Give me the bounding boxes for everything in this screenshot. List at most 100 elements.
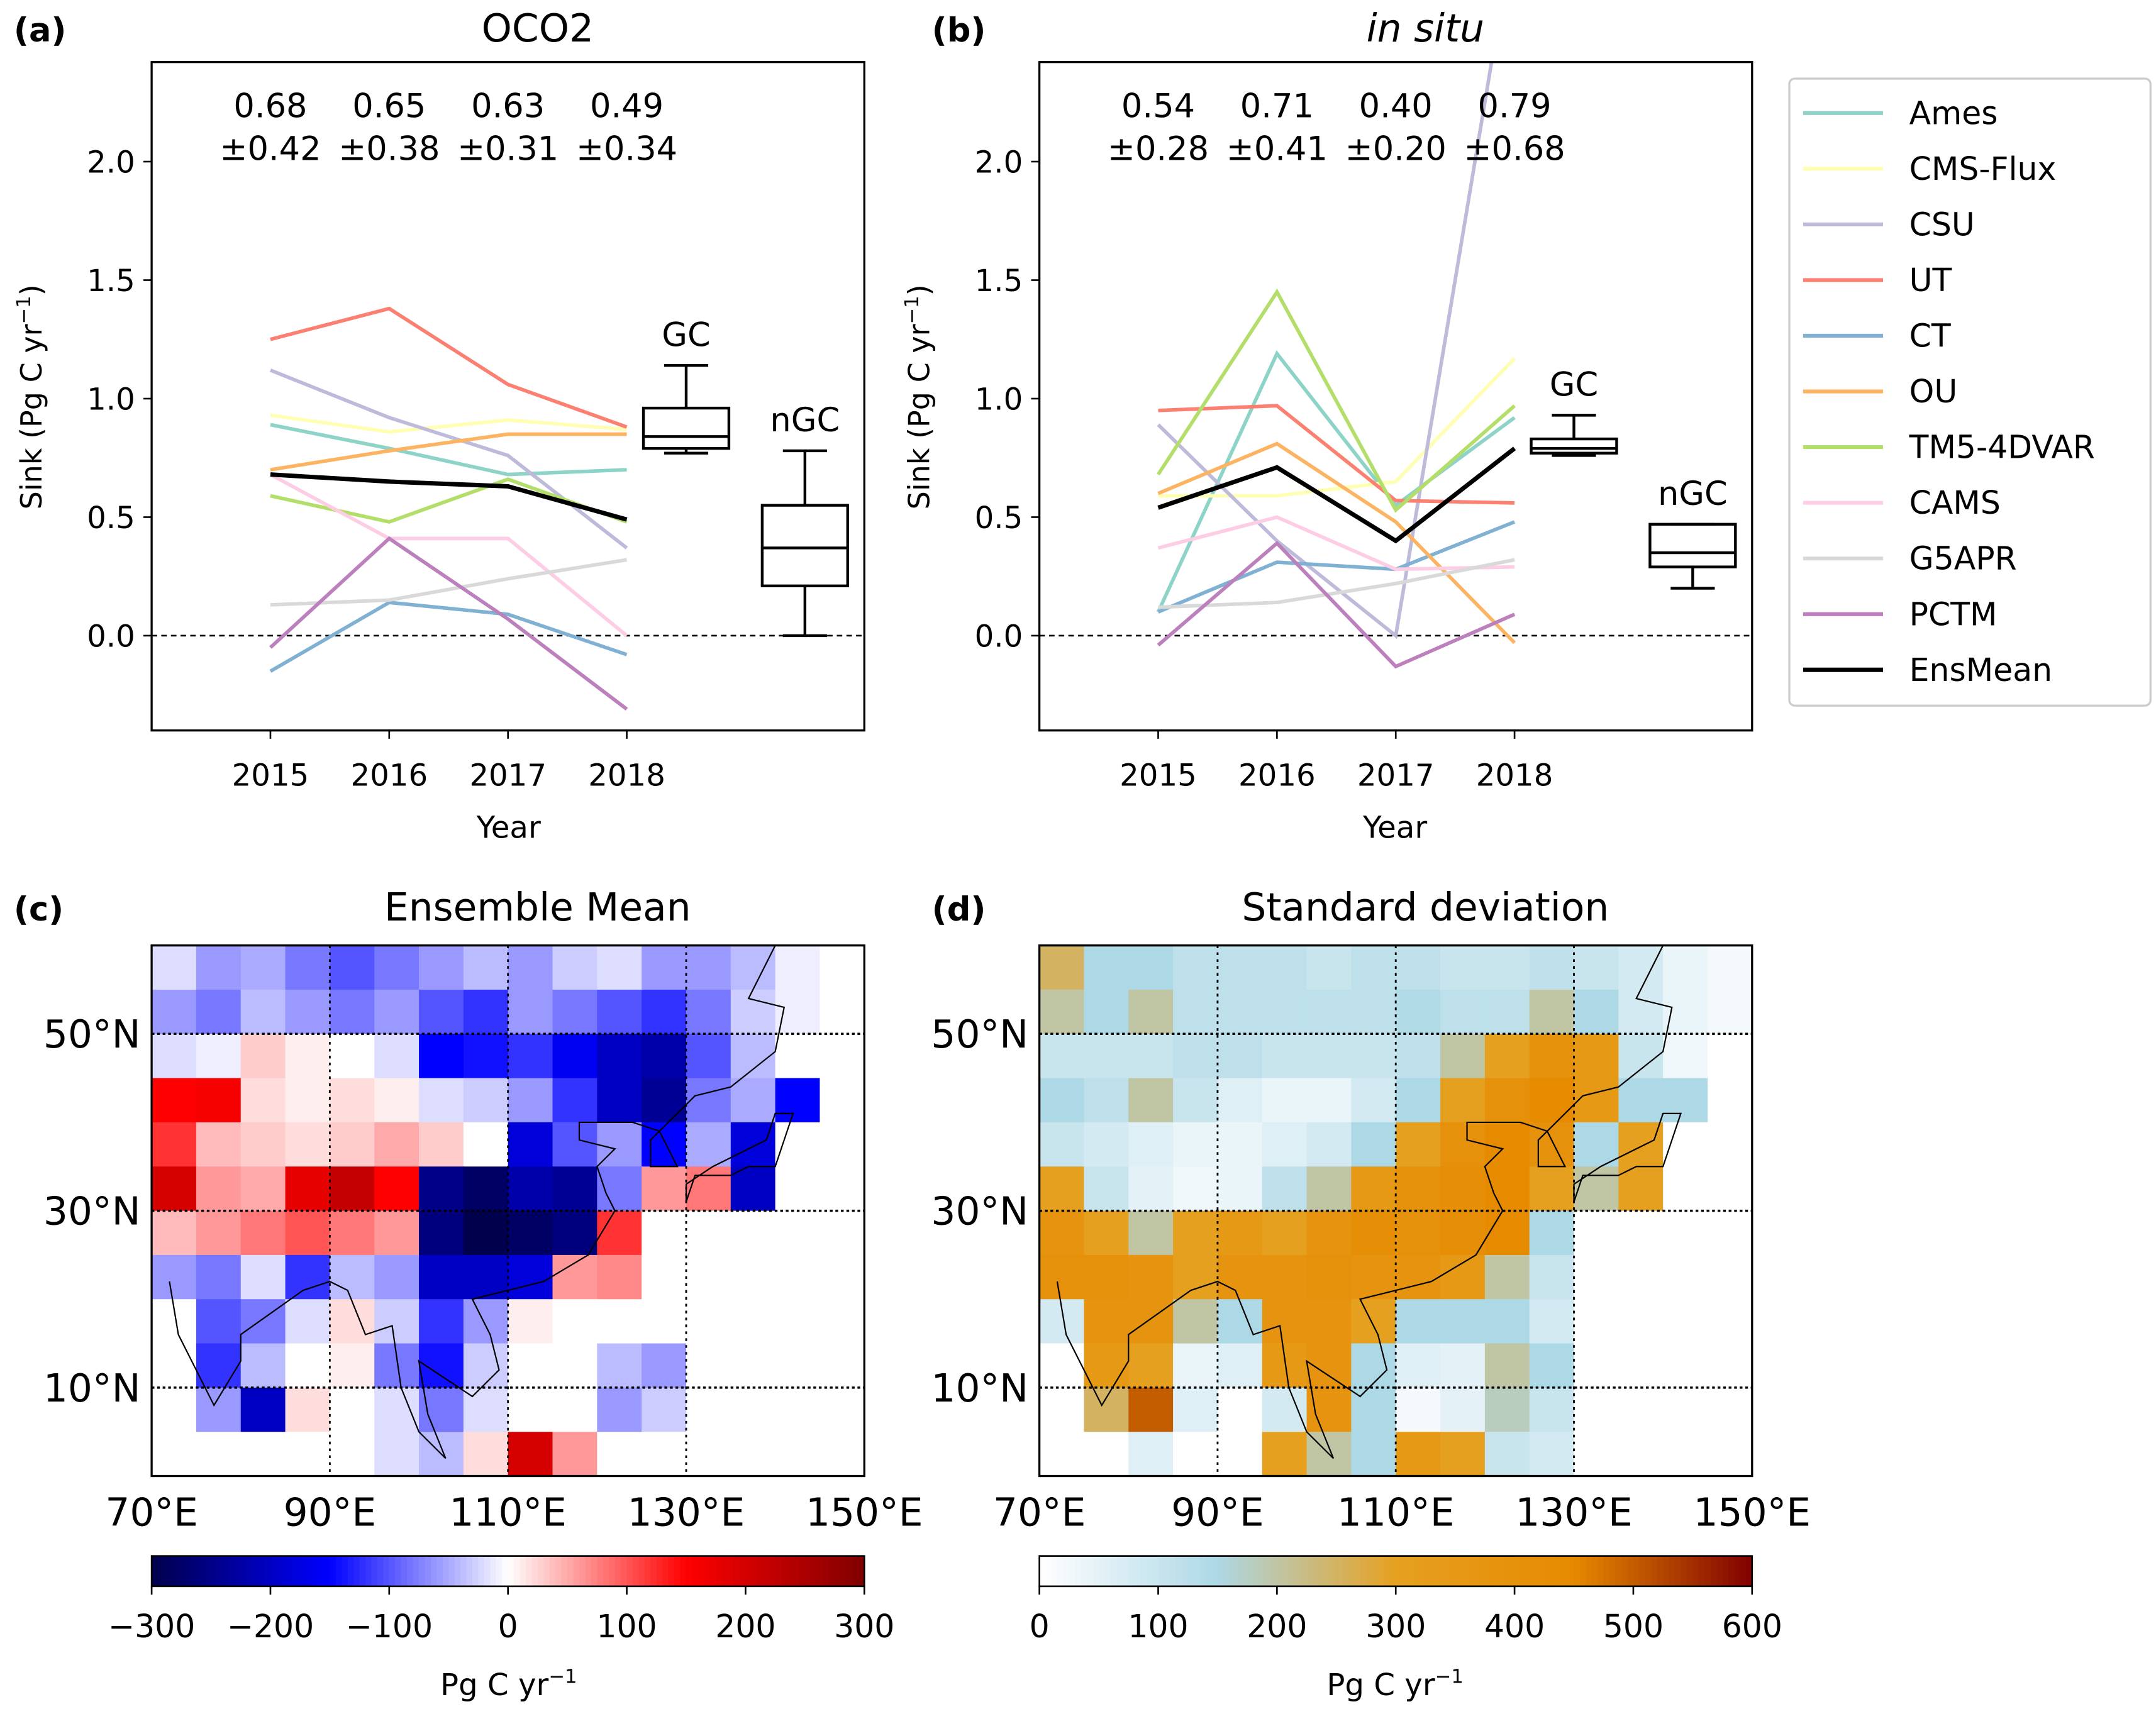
colorbar-segment (1686, 1556, 1694, 1586)
map-cell (1173, 1166, 1219, 1212)
map-panel-3: 50°N 30°N 10°N 70°E 90°E 110°E 130°E 150°E 0 100 2… (931, 944, 1811, 1645)
colorbar-segment (686, 1556, 693, 1586)
map-cell (1484, 989, 1530, 1035)
colorbar-label-c: Pg C yr−1 (440, 1666, 577, 1703)
series-line-ou (270, 432, 627, 472)
colorbar-segment (1722, 1556, 1729, 1586)
map-cell (419, 1122, 464, 1168)
colorbar-segment (430, 1556, 438, 1586)
map-cell (1440, 1034, 1486, 1079)
map-cell (1262, 945, 1308, 991)
colorbar-segment (632, 1556, 640, 1586)
colorbar-segment (413, 1556, 420, 1586)
series-line-ensmean (270, 472, 628, 522)
lat-label: 30°N (931, 1190, 1028, 1234)
annotation-mean: 0.49 (590, 87, 664, 125)
y-tick-label: 0.5 (87, 501, 135, 536)
map-cell (1262, 1034, 1308, 1079)
map-cell (552, 1254, 598, 1300)
map-cell (374, 1166, 420, 1212)
boxplot-ngc (1648, 523, 1737, 590)
map-cell (820, 1210, 865, 1256)
colorbar-segment (603, 1556, 610, 1586)
map-cell (419, 1166, 464, 1212)
colorbar-segment (1389, 1556, 1397, 1586)
colorbar-segment (442, 1556, 450, 1586)
colorbar-segment (621, 1556, 628, 1586)
map-cell (419, 1034, 464, 1079)
colorbar-tick-label: 100 (1128, 1608, 1188, 1645)
map-cell (1217, 1387, 1263, 1433)
map-cell (463, 945, 509, 991)
colorbar-segment (1301, 1556, 1308, 1586)
axes-frame (1038, 61, 1753, 732)
colorbar-segment (1645, 1556, 1652, 1586)
map-cell (642, 1432, 687, 1477)
map-cell (597, 1387, 643, 1433)
colorbar-segment (1099, 1556, 1106, 1586)
colorbar-tick-label: 300 (834, 1608, 894, 1645)
map-cell (374, 1034, 420, 1079)
map-cell (152, 1432, 197, 1477)
map-cell (820, 989, 865, 1035)
map-cell (374, 1078, 420, 1124)
lon-label: 110°E (1337, 1490, 1455, 1535)
map-cell (1128, 1299, 1174, 1344)
map-cell (730, 1387, 776, 1433)
map-cell (1173, 1078, 1219, 1124)
map-cell (1306, 1122, 1352, 1168)
map-cell (820, 945, 865, 991)
map-cell (1529, 1387, 1575, 1433)
colorbar-segment (223, 1556, 230, 1586)
map-cell (419, 989, 464, 1035)
colorbar-segment (1408, 1556, 1414, 1586)
map-cell (1529, 989, 1575, 1035)
colorbar-segment (1342, 1556, 1349, 1586)
y-tick-label: 1.5 (87, 263, 135, 299)
colorbar-segment (739, 1556, 747, 1586)
colorbar-segment (1110, 1556, 1118, 1586)
legend-label-g5apr: G5APR (1909, 540, 2017, 577)
colorbar-segment (330, 1556, 336, 1586)
map-cell (1396, 1078, 1442, 1124)
map-cell (552, 989, 598, 1035)
colorbar-segment (573, 1556, 580, 1586)
map-cell (1707, 1122, 1753, 1168)
x-tick-label: 2015 (232, 758, 309, 793)
map-cell (552, 1078, 598, 1124)
map-cell (1574, 1254, 1620, 1300)
y-tick-label: 0.0 (87, 619, 135, 654)
coastline (169, 945, 786, 1459)
annotation-std: ±0.42 (219, 130, 321, 168)
colorbar-segment (1657, 1556, 1664, 1586)
map-cell (240, 1387, 286, 1433)
map-cell (152, 1387, 197, 1433)
colorbar-segment (704, 1556, 711, 1586)
colorbar-segment (1568, 1556, 1575, 1586)
colorbar-segment (1282, 1556, 1290, 1586)
colorbar-segment (1372, 1556, 1379, 1586)
map-cell (508, 1387, 553, 1433)
map-cell (1440, 945, 1486, 991)
legend-label-csu: CSU (1909, 206, 1975, 243)
y-tick-label: 2.0 (975, 145, 1023, 180)
colorbar-segment (1158, 1556, 1165, 1586)
map-cell (1663, 945, 1709, 991)
map-cell (508, 1343, 553, 1388)
map-cell (686, 1210, 731, 1256)
map-cell (419, 1254, 464, 1300)
colorbar-segment (1211, 1556, 1218, 1586)
colorbar-segment (323, 1556, 331, 1586)
map-cell (1351, 989, 1397, 1035)
map-cell (374, 1122, 420, 1168)
x-tick-label: 2015 (1120, 758, 1197, 793)
series-line-csu (1157, 62, 1494, 639)
map-cell (374, 1387, 420, 1433)
map-cell (1529, 1299, 1575, 1344)
map-cell (1351, 1122, 1397, 1168)
map-cell (1574, 1034, 1620, 1079)
colorbar-segment (1692, 1556, 1699, 1586)
legend-label-cms-flux: CMS-Flux (1909, 150, 2057, 187)
map-cell (374, 1343, 420, 1388)
map-cell (463, 1210, 509, 1256)
